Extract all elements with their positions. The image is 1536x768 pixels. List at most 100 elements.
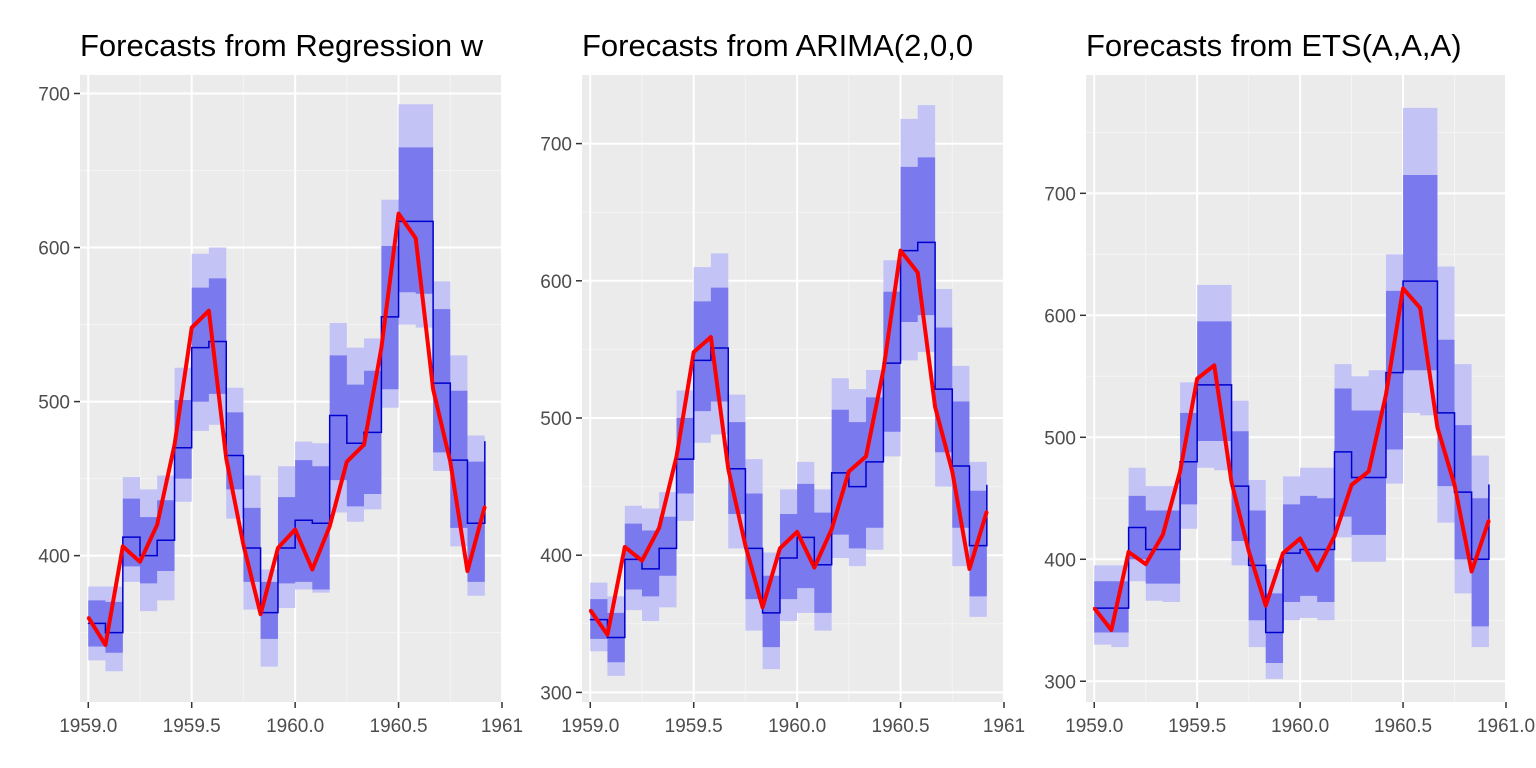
point-actual bbox=[1110, 628, 1113, 632]
x-tick-label: 1961 bbox=[983, 716, 1025, 737]
point-actual bbox=[1350, 483, 1353, 487]
x-tick-label: 1960.5 bbox=[1374, 716, 1432, 737]
point-forecast bbox=[122, 536, 124, 538]
point-actual bbox=[380, 346, 383, 349]
point-actual bbox=[692, 350, 695, 354]
title-wrap: Forecasts from ARIMA(2,0,0 bbox=[582, 28, 973, 63]
point-forecast bbox=[432, 382, 434, 384]
point-actual bbox=[190, 326, 193, 329]
point-actual bbox=[155, 523, 159, 527]
series-actual bbox=[1092, 286, 1491, 633]
x-tick-label: 1961.0 bbox=[1477, 716, 1535, 737]
y-tick-label: 700 bbox=[1044, 184, 1076, 205]
point-actual bbox=[1401, 287, 1405, 290]
point-forecast bbox=[242, 547, 245, 549]
point-forecast bbox=[624, 558, 626, 560]
plot-data bbox=[86, 104, 487, 672]
panel-1: 1959.0 1959.5 1960.0 1960.5 1961 400 500 600 700… bbox=[38, 28, 523, 737]
point-actual bbox=[933, 405, 937, 409]
point-actual bbox=[882, 368, 885, 372]
point-forecast bbox=[1248, 564, 1250, 566]
point-forecast bbox=[1350, 476, 1353, 479]
x-tick-label: 1960.5 bbox=[370, 716, 428, 737]
point-actual bbox=[1127, 550, 1130, 554]
point-actual bbox=[293, 528, 297, 531]
point-actual bbox=[431, 388, 435, 391]
point-forecast bbox=[1419, 280, 1421, 282]
point-actual bbox=[1230, 481, 1233, 484]
point-actual bbox=[1316, 569, 1319, 572]
point-forecast bbox=[449, 459, 451, 461]
point-actual bbox=[1144, 562, 1147, 566]
point-actual bbox=[225, 457, 228, 460]
point-actual bbox=[899, 249, 902, 252]
series-actual bbox=[588, 248, 989, 637]
point-forecast bbox=[1436, 412, 1439, 414]
x-tick-label: 1960.5 bbox=[872, 716, 930, 737]
point-forecast bbox=[1299, 548, 1301, 551]
point-forecast bbox=[87, 622, 89, 625]
point-actual bbox=[1161, 533, 1164, 537]
point-forecast bbox=[173, 447, 176, 449]
y-tick-label: 500 bbox=[38, 393, 70, 414]
point-forecast bbox=[882, 362, 884, 364]
series-actual bbox=[86, 211, 487, 647]
point-forecast bbox=[968, 544, 971, 547]
point-forecast bbox=[346, 442, 348, 444]
x-tick-label: 1959.5 bbox=[163, 716, 221, 737]
point-forecast bbox=[658, 547, 660, 549]
plot-data bbox=[1092, 107, 1491, 679]
point-actual bbox=[657, 526, 661, 529]
point-forecast bbox=[139, 555, 141, 557]
title-wrap: Forecasts from ETS(A,A,A) bbox=[1086, 28, 1462, 63]
x-tick-label: 1959.0 bbox=[561, 716, 619, 737]
point-actual bbox=[1453, 483, 1456, 487]
point-forecast bbox=[1453, 491, 1456, 493]
point-actual bbox=[121, 545, 125, 548]
point-actual bbox=[87, 616, 90, 619]
point-actual bbox=[761, 606, 764, 609]
x-tick-label: 1961 bbox=[481, 716, 523, 737]
chart-title: Forecasts from Regression w bbox=[80, 28, 484, 63]
point-forecast bbox=[311, 522, 313, 524]
point-actual bbox=[968, 567, 971, 571]
point-actual bbox=[414, 237, 417, 240]
chart-title: Forecasts from ETS(A,A,A) bbox=[1086, 28, 1462, 63]
point-actual bbox=[1436, 426, 1439, 429]
point-forecast bbox=[397, 220, 400, 222]
x-tick-label: 1959.5 bbox=[1168, 716, 1226, 737]
y-tick-label: 400 bbox=[540, 546, 572, 567]
point-forecast bbox=[986, 484, 988, 486]
point-actual bbox=[173, 443, 176, 446]
point-forecast bbox=[917, 241, 919, 243]
point-forecast bbox=[259, 612, 262, 614]
point-actual bbox=[1298, 537, 1302, 540]
x-tick-label: 1959.0 bbox=[59, 716, 117, 737]
point-actual bbox=[466, 569, 469, 573]
point-actual bbox=[345, 460, 349, 463]
point-actual bbox=[311, 568, 314, 571]
point-forecast bbox=[1128, 526, 1130, 529]
point-actual bbox=[813, 566, 816, 569]
point-actual bbox=[1281, 551, 1285, 555]
point-actual bbox=[623, 545, 627, 549]
point-forecast bbox=[104, 632, 107, 634]
point-forecast bbox=[484, 441, 486, 443]
prediction-band-80 bbox=[590, 157, 987, 663]
point-forecast bbox=[796, 536, 798, 538]
point-actual bbox=[606, 633, 609, 636]
prediction-band-80 bbox=[88, 147, 485, 653]
point-forecast bbox=[1316, 548, 1318, 551]
point-actual bbox=[847, 470, 851, 473]
point-actual bbox=[951, 470, 954, 473]
point-actual bbox=[397, 212, 400, 215]
point-actual bbox=[276, 546, 280, 550]
chart-title: Forecasts from ARIMA(2,0,0 bbox=[582, 28, 973, 63]
y-tick-label: 600 bbox=[1044, 306, 1076, 327]
y-tick-label: 400 bbox=[38, 547, 70, 568]
point-forecast bbox=[1162, 548, 1164, 551]
y-tick-label: 700 bbox=[540, 135, 572, 156]
y-tick-label: 500 bbox=[1044, 428, 1076, 449]
point-forecast bbox=[693, 359, 695, 361]
point-forecast bbox=[1145, 548, 1147, 551]
